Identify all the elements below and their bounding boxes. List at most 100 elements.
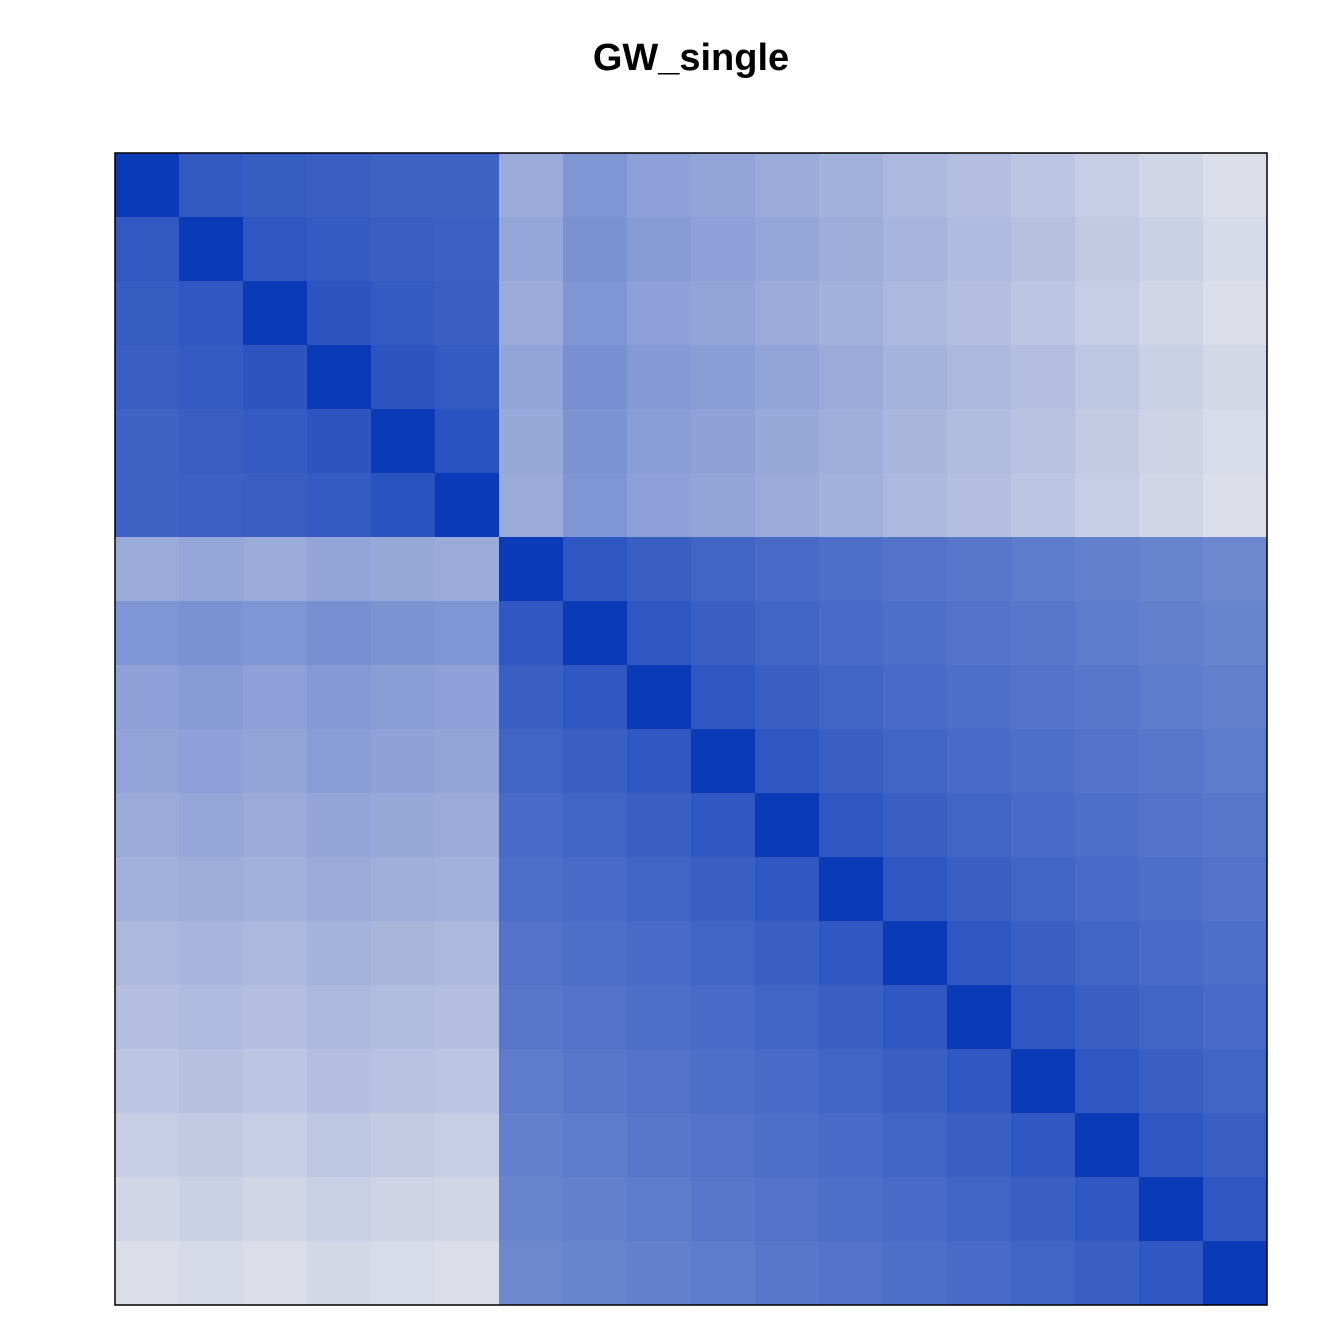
heatmap-cell — [499, 1049, 564, 1114]
heatmap-cell — [691, 921, 756, 986]
heatmap-cell — [691, 281, 756, 346]
heatmap-cell — [499, 665, 564, 730]
heatmap-cell — [1139, 1113, 1204, 1178]
heatmap-cell — [947, 345, 1012, 410]
heatmap-cell — [819, 281, 884, 346]
heatmap-cell — [627, 601, 692, 666]
heatmap-cell — [371, 729, 436, 794]
heatmap-cell — [627, 217, 692, 282]
heatmap-cell — [883, 1113, 948, 1178]
heatmap-cell — [563, 409, 628, 474]
heatmap-cell — [883, 793, 948, 858]
heatmap-cell — [819, 793, 884, 858]
heatmap-cell — [627, 409, 692, 474]
heatmap-cell — [435, 601, 500, 666]
heatmap-cell — [947, 793, 1012, 858]
heatmap-cell — [435, 217, 500, 282]
heatmap-cell — [115, 857, 180, 922]
heatmap-cell — [947, 217, 1012, 282]
heatmap-cell — [499, 345, 564, 410]
heatmap-cell — [819, 409, 884, 474]
heatmap-cell — [115, 729, 180, 794]
heatmap-cell — [179, 601, 244, 666]
heatmap-cell — [243, 217, 308, 282]
heatmap-cell — [1011, 473, 1076, 538]
heatmap-cell — [1075, 473, 1140, 538]
heatmap-cell — [883, 217, 948, 282]
heatmap-cell — [499, 793, 564, 858]
heatmap-cell — [563, 473, 628, 538]
heatmap-cell — [1203, 473, 1268, 538]
heatmap-cell — [307, 729, 372, 794]
heatmap-cell — [627, 281, 692, 346]
heatmap-cell — [563, 985, 628, 1050]
heatmap-cell — [563, 1113, 628, 1178]
heatmap-cell — [755, 665, 820, 730]
heatmap-cell — [307, 921, 372, 986]
heatmap-cell — [243, 1241, 308, 1306]
heatmap-cell — [1011, 537, 1076, 602]
heatmap-cell — [819, 537, 884, 602]
heatmap-cell — [435, 1241, 500, 1306]
heatmap-cell — [1139, 857, 1204, 922]
heatmap-cell — [1011, 729, 1076, 794]
heatmap-cell — [1203, 601, 1268, 666]
heatmap-cell — [755, 409, 820, 474]
heatmap-cell — [691, 793, 756, 858]
heatmap-cell — [1075, 409, 1140, 474]
heatmap-cell — [179, 921, 244, 986]
heatmap-cell — [499, 1177, 564, 1242]
heatmap-cell — [1203, 537, 1268, 602]
heatmap-cell — [179, 217, 244, 282]
heatmap-cell — [1011, 921, 1076, 986]
heatmap-cell — [307, 1241, 372, 1306]
heatmap-cell — [819, 729, 884, 794]
heatmap-cell — [371, 857, 436, 922]
heatmap-cell — [563, 1177, 628, 1242]
heatmap-cell — [307, 1049, 372, 1114]
heatmap-cell — [307, 793, 372, 858]
heatmap-cell — [563, 665, 628, 730]
plot-frame — [114, 152, 1268, 1306]
heatmap-cell — [179, 729, 244, 794]
heatmap-cell — [883, 921, 948, 986]
heatmap-cell — [179, 1241, 244, 1306]
heatmap-cell — [819, 217, 884, 282]
heatmap-cell — [691, 857, 756, 922]
heatmap-cell — [1011, 601, 1076, 666]
heatmap-cell — [563, 345, 628, 410]
heatmap-cell — [307, 345, 372, 410]
heatmap-cell — [179, 1177, 244, 1242]
heatmap-cell — [1075, 665, 1140, 730]
heatmap-cell — [435, 729, 500, 794]
heatmap-cell — [1075, 921, 1140, 986]
heatmap-cell — [1075, 537, 1140, 602]
heatmap-cell — [755, 985, 820, 1050]
heatmap-cell — [691, 665, 756, 730]
heatmap-cell — [755, 153, 820, 218]
heatmap-cell — [755, 1177, 820, 1242]
heatmap-cell — [819, 985, 884, 1050]
heatmap-cell — [947, 537, 1012, 602]
heatmap-cell — [179, 345, 244, 410]
heatmap-cell — [435, 1177, 500, 1242]
heatmap-cell — [883, 281, 948, 346]
heatmap-cell — [179, 281, 244, 346]
heatmap-cell — [1203, 793, 1268, 858]
heatmap-cell — [307, 857, 372, 922]
heatmap-cell — [1203, 857, 1268, 922]
heatmap-cell — [371, 1177, 436, 1242]
heatmap-cell — [371, 665, 436, 730]
heatmap-cell — [1011, 857, 1076, 922]
heatmap-cell — [499, 153, 564, 218]
heatmap-cell — [115, 1049, 180, 1114]
heatmap-cell — [947, 281, 1012, 346]
heatmap-cell — [115, 537, 180, 602]
heatmap-cell — [883, 985, 948, 1050]
heatmap-cell — [1139, 217, 1204, 282]
heatmap-cell — [1139, 985, 1204, 1050]
heatmap-cell — [627, 345, 692, 410]
heatmap-cell — [1203, 1177, 1268, 1242]
heatmap-cell — [819, 345, 884, 410]
